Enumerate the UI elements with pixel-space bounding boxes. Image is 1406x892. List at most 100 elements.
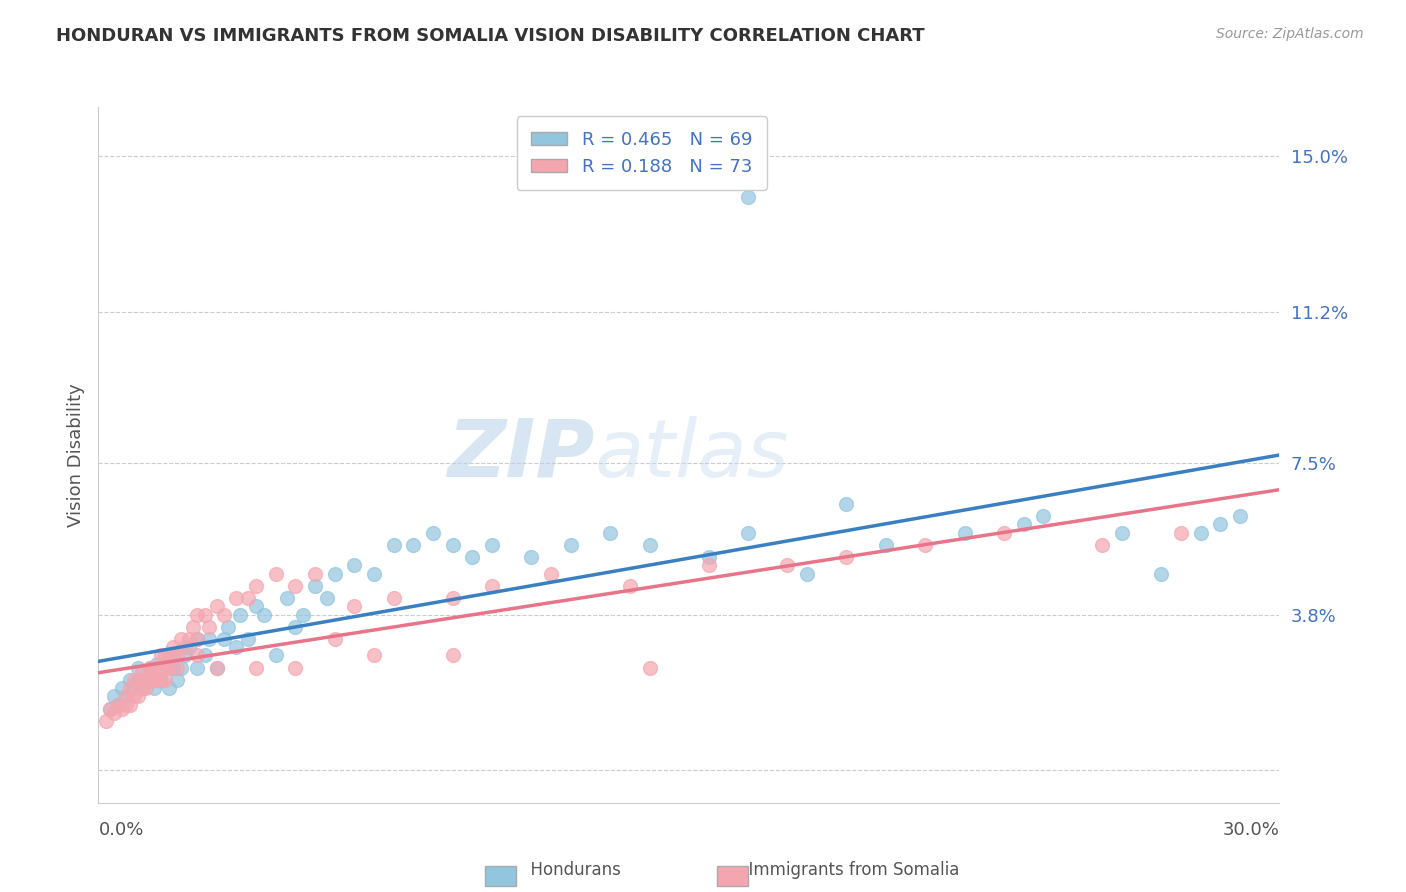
Point [166,648,188,663]
Point [186,607,208,622]
Point [835,550,858,565]
Point [382,591,405,606]
Point [697,550,720,565]
Point [229,607,252,622]
Point [111,701,134,715]
Point [138,661,160,675]
Point [953,525,976,540]
Point [315,591,337,606]
Point [186,661,208,675]
Point [1012,517,1035,532]
Point [157,648,180,663]
Point [835,497,858,511]
Point [186,632,208,646]
Point [245,599,267,614]
Point [138,661,160,675]
Point [304,579,326,593]
Point [217,620,239,634]
Point [162,648,184,663]
Point [481,579,503,593]
Point [122,681,145,696]
Point [111,681,134,696]
Point [96,714,118,728]
Point [174,648,197,663]
Point [166,661,188,675]
Point [170,632,193,646]
Point [103,690,125,704]
Point [166,673,188,687]
Point [197,632,219,646]
Point [737,190,759,204]
Point [107,698,129,712]
Point [225,640,247,655]
Point [245,661,267,675]
Point [197,620,219,634]
Point [1189,525,1212,540]
Point [135,681,157,696]
Point [292,607,315,622]
Point [150,648,173,663]
Point [162,661,184,675]
Point [181,620,204,634]
Point [157,681,180,696]
Point [441,648,464,663]
Point [98,701,121,715]
Point [619,579,641,593]
Point [157,648,180,663]
Point [441,538,464,552]
Point [150,673,173,687]
Text: Hondurans: Hondurans [520,861,621,879]
Point [441,591,464,606]
Point [284,579,307,593]
Point [150,673,173,687]
Text: 30.0%: 30.0% [1223,821,1279,838]
Point [127,673,149,687]
Text: 0.0%: 0.0% [98,821,143,838]
Point [142,681,165,696]
Point [363,648,385,663]
Point [177,640,200,655]
Point [115,690,138,704]
Point [157,661,180,675]
Point [98,701,121,715]
Point [131,681,153,696]
Point [343,599,366,614]
Point [115,698,138,712]
Point [107,698,129,712]
Point [225,591,247,606]
Point [115,690,138,704]
Point [155,673,177,687]
Text: atlas: atlas [595,416,789,494]
Point [186,648,208,663]
Point [284,620,307,634]
Point [122,690,145,704]
Point [993,525,1015,540]
Point [697,558,720,573]
Point [138,673,160,687]
Point [135,673,157,687]
Point [155,648,177,663]
Point [146,657,169,671]
Point [155,661,177,675]
Point [205,599,228,614]
Point [205,661,228,675]
Point [796,566,818,581]
Legend: R = 0.465   N = 69, R = 0.188   N = 73: R = 0.465 N = 69, R = 0.188 N = 73 [517,116,766,190]
Point [127,690,149,704]
Point [323,632,346,646]
Point [481,538,503,552]
Point [1170,525,1192,540]
Point [323,566,346,581]
Point [245,579,267,593]
Point [236,591,259,606]
Text: ZIP: ZIP [447,416,595,494]
Point [135,673,157,687]
Point [343,558,366,573]
Point [146,661,169,675]
Point [560,538,582,552]
Point [142,661,165,675]
Point [461,550,484,565]
Point [103,706,125,720]
Point [146,673,169,687]
Point [422,525,444,540]
